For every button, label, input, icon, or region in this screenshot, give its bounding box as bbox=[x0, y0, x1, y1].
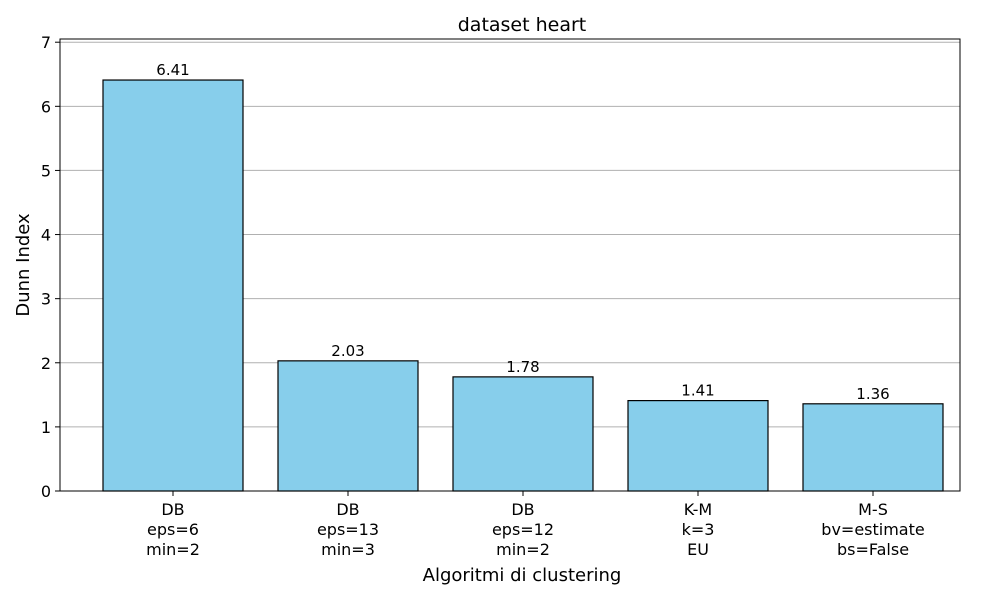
x-tick-label: K-M k=3 EU bbox=[682, 500, 715, 559]
y-tick-label: 0 bbox=[41, 482, 51, 501]
x-tick-label: DB eps=13 min=3 bbox=[317, 500, 379, 559]
bar-value-label: 6.41 bbox=[156, 61, 189, 79]
plot-frame bbox=[59, 38, 961, 492]
bar bbox=[277, 360, 419, 492]
bars bbox=[102, 79, 944, 492]
bar-value-label: 1.36 bbox=[856, 385, 889, 403]
y-tick-label: 6 bbox=[41, 97, 51, 116]
y-tick-label: 1 bbox=[41, 418, 51, 437]
y-axis-title: Dunn Index bbox=[13, 213, 34, 317]
bar bbox=[627, 400, 769, 492]
x-tick-label: DB eps=12 min=2 bbox=[492, 500, 554, 559]
y-tick-label: 3 bbox=[41, 290, 51, 309]
y-tick-label: 7 bbox=[41, 33, 51, 52]
x-axis-ticks: DB eps=6 min=2 DB eps=13 min=3 DB eps=12 min=2 K-… bbox=[146, 491, 925, 559]
y-axis-ticks: 0 1 2 3 4 5 6 7 bbox=[41, 33, 60, 501]
bar bbox=[102, 79, 244, 492]
value-labels: 6.41 2.03 1.78 1.41 1.36 bbox=[156, 61, 889, 403]
bar-value-label: 2.03 bbox=[331, 342, 364, 360]
x-tick-label: M-S bv=estimate bs=False bbox=[821, 500, 924, 559]
y-tick-label: 5 bbox=[41, 161, 51, 180]
x-axis-title: Algoritmi di clustering bbox=[423, 565, 622, 586]
bar-value-label: 1.78 bbox=[506, 358, 539, 376]
chart-title: dataset heart bbox=[458, 14, 587, 36]
y-tick-label: 4 bbox=[41, 226, 51, 245]
x-tick-label: DB eps=6 min=2 bbox=[146, 500, 200, 559]
bar bbox=[452, 376, 594, 492]
bar-value-label: 1.41 bbox=[681, 382, 714, 400]
y-tick-label: 2 bbox=[41, 354, 51, 373]
bar bbox=[802, 403, 944, 492]
